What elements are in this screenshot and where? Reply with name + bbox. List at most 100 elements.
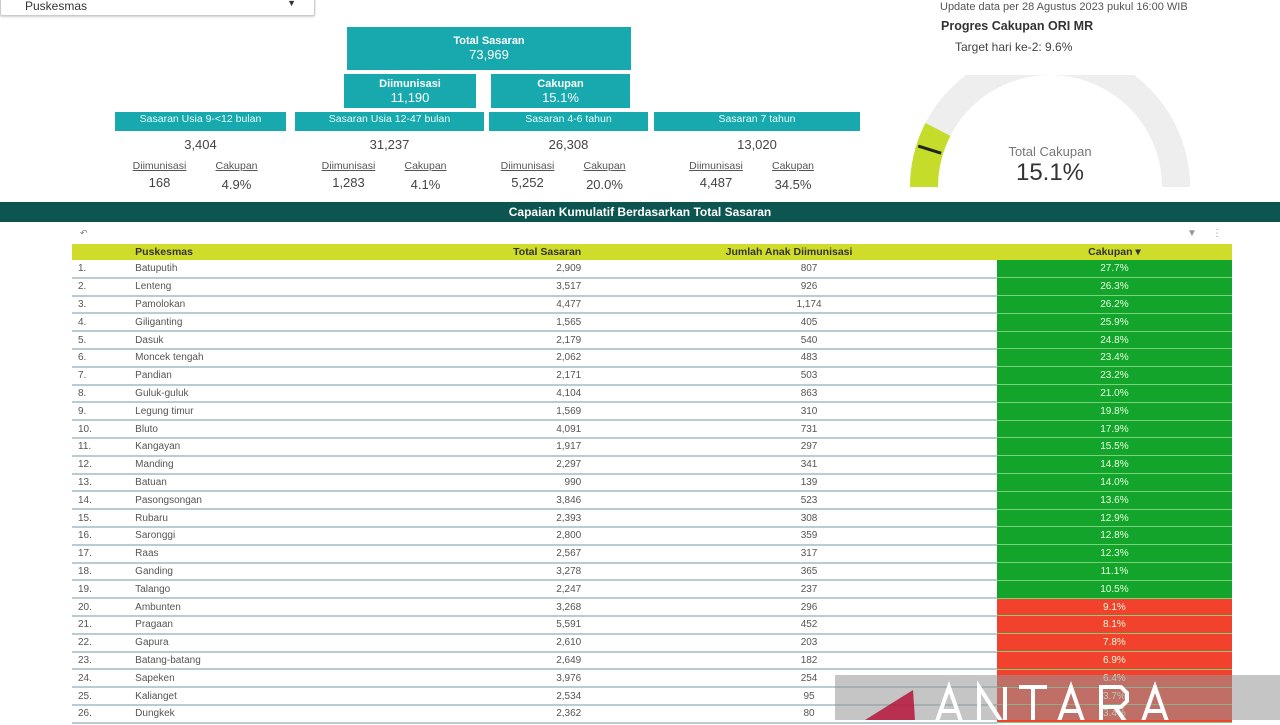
cakupan: 7.8% bbox=[996, 633, 1232, 653]
row-number: 17. bbox=[72, 544, 136, 564]
cakupan: 26.2% bbox=[996, 295, 1232, 314]
cakupan-label: Cakupan bbox=[215, 160, 258, 172]
puskesmas-name: Kangayan bbox=[135, 437, 363, 457]
cakupan: 23.2% bbox=[996, 366, 1232, 386]
table-row[interactable]: 14. Pasongsongan 3,846 523 13.6% bbox=[72, 491, 1232, 511]
cakupan-label: Cakupan bbox=[771, 160, 815, 172]
filter-icon[interactable]: ▼ bbox=[1187, 228, 1197, 239]
puskesmas-name: Bluto bbox=[135, 420, 363, 439]
jumlah-diimunisasi: 310 bbox=[581, 402, 997, 422]
total-sasaran: 5,591 bbox=[362, 615, 582, 635]
puskesmas-name: Pragaan bbox=[135, 615, 363, 635]
row-number: 13. bbox=[72, 473, 136, 493]
cakupan: 14.8% bbox=[996, 455, 1232, 475]
jumlah-diimunisasi: 863 bbox=[581, 384, 997, 404]
table-row[interactable]: 15. Rubaru 2,393 308 12.9% bbox=[72, 509, 1232, 528]
table-row[interactable]: 9. Legung timur 1,569 310 19.8% bbox=[72, 402, 1232, 422]
row-number: 11. bbox=[72, 437, 136, 457]
jumlah-diimunisasi: 203 bbox=[581, 633, 997, 653]
table-row[interactable]: 3. Pamolokan 4,477 1,174 26.2% bbox=[72, 295, 1232, 315]
jumlah-diimunisasi: 926 bbox=[581, 277, 997, 297]
total-sasaran: 2,909 bbox=[362, 260, 582, 279]
card-value: 15.1% bbox=[542, 90, 579, 105]
card-value: 11,190 bbox=[390, 90, 430, 105]
table-row[interactable]: 10. Bluto 4,091 731 17.9% bbox=[72, 420, 1232, 439]
cakupan-value: 4.1% bbox=[410, 177, 441, 192]
category-value: 3,404 bbox=[184, 137, 217, 152]
total-sasaran: 990 bbox=[362, 473, 582, 493]
puskesmas-name: Batang-batang bbox=[135, 651, 363, 671]
cakupan: 10.5% bbox=[996, 580, 1232, 599]
row-number: 18. bbox=[72, 562, 136, 582]
jumlah-diimunisasi: 807 bbox=[581, 260, 997, 279]
gauge-label: Total Cakupan bbox=[1008, 144, 1092, 159]
puskesmas-name: Kalianget bbox=[135, 687, 363, 706]
puskesmas-name: Manding bbox=[135, 455, 363, 475]
table-row[interactable]: 2. Lenteng 3,517 926 26.3% bbox=[72, 277, 1232, 297]
table-row[interactable]: 16. Saronggi 2,800 359 12.8% bbox=[72, 526, 1232, 546]
table-row[interactable]: 5. Dasuk 2,179 540 24.8% bbox=[72, 331, 1232, 350]
table-row[interactable]: 17. Raas 2,567 317 12.3% bbox=[72, 544, 1232, 564]
diimunisasi-label: Diimunisasi bbox=[321, 160, 376, 172]
table-row[interactable]: 4. Giliganting 1,565 405 25.9% bbox=[72, 313, 1232, 333]
more-options-icon[interactable]: ⋮ bbox=[1212, 228, 1222, 239]
table-row[interactable]: 13. Batuan 990 139 14.0% bbox=[72, 473, 1232, 493]
row-number: 2. bbox=[72, 277, 136, 297]
puskesmas-name: Gapura bbox=[135, 633, 363, 653]
gauge-fill bbox=[910, 123, 951, 188]
puskesmas-name: Batuan bbox=[135, 473, 363, 493]
cakupan: 19.8% bbox=[996, 402, 1232, 421]
sort-reset-icon[interactable]: ↶ bbox=[80, 228, 88, 238]
total-sasaran: 2,649 bbox=[362, 651, 582, 671]
cakupan-card: Cakupan 15.1% bbox=[491, 74, 630, 108]
jumlah-diimunisasi: 317 bbox=[581, 544, 997, 564]
total-sasaran: 2,534 bbox=[362, 687, 582, 706]
diimunisasi-label: Diimunisasi bbox=[689, 160, 743, 172]
table-row[interactable]: 18. Ganding 3,278 365 11.1% bbox=[72, 562, 1232, 582]
total-sasaran: 2,297 bbox=[362, 455, 582, 475]
card-value: 73,969 bbox=[469, 47, 509, 62]
diimunisasi-label: Diimunisasi bbox=[500, 160, 555, 172]
table-row[interactable]: 7. Pandian 2,171 503 23.2% bbox=[72, 366, 1232, 386]
cakupan: 12.3% bbox=[996, 544, 1232, 564]
table-row[interactable]: 1. Batuputih 2,909 807 27.7% bbox=[72, 260, 1232, 279]
table-row[interactable]: 6. Moncek tengah 2,062 483 23.4% bbox=[72, 348, 1232, 368]
table-row[interactable]: 20. Ambunten 3,268 296 9.1% bbox=[72, 598, 1232, 617]
cakupan: 23.4% bbox=[996, 348, 1232, 368]
category-value: 31,237 bbox=[369, 137, 410, 152]
category-header: Sasaran Usia 9-<12 bulan bbox=[115, 112, 286, 131]
total-sasaran: 2,062 bbox=[362, 348, 582, 368]
puskesmas-filter-dropdown[interactable]: Puskesmas ▼ bbox=[0, 0, 315, 16]
jumlah-diimunisasi: 139 bbox=[581, 473, 997, 493]
card-label: Diimunisasi bbox=[379, 78, 441, 90]
total-sasaran: 3,846 bbox=[362, 491, 582, 511]
cakupan: 25.9% bbox=[996, 313, 1232, 332]
table-row[interactable]: 21. Pragaan 5,591 452 8.1% bbox=[72, 615, 1232, 635]
jumlah-diimunisasi: 731 bbox=[581, 420, 997, 439]
table-row[interactable]: 8. Guluk-guluk 4,104 863 21.0% bbox=[72, 384, 1232, 404]
table-row[interactable]: 23. Batang-batang 2,649 182 6.9% bbox=[72, 651, 1232, 671]
jumlah-diimunisasi: 503 bbox=[581, 366, 997, 386]
table-row[interactable]: 19. Talango 2,247 237 10.5% bbox=[72, 580, 1232, 600]
gauge-value: 15.1% bbox=[1015, 159, 1085, 186]
category-value: 26,308 bbox=[548, 137, 589, 152]
table-row[interactable]: 11. Kangayan 1,917 297 15.5% bbox=[72, 437, 1232, 457]
cakupan: 12.9% bbox=[996, 509, 1232, 528]
cakupan-value: 20.0% bbox=[586, 177, 623, 192]
table-row[interactable]: 12. Manding 2,297 341 14.8% bbox=[72, 455, 1232, 475]
row-number: 4. bbox=[72, 313, 136, 333]
cakupan: 13.6% bbox=[996, 491, 1232, 510]
update-text: Update data per 28 Agustus 2023 pukul 16… bbox=[940, 1, 1188, 13]
jumlah-diimunisasi: 237 bbox=[581, 580, 997, 600]
antara-logo bbox=[865, 680, 1171, 725]
puskesmas-name: Ambunten bbox=[135, 598, 363, 617]
gauge-track bbox=[910, 75, 1190, 188]
column-header[interactable]: Cakupan ▾ bbox=[996, 244, 1232, 260]
cakupan: 17.9% bbox=[996, 420, 1232, 439]
row-number: 16. bbox=[72, 526, 136, 546]
jumlah-diimunisasi: 182 bbox=[581, 651, 997, 671]
table-row[interactable]: 22. Gapura 2,610 203 7.8% bbox=[72, 633, 1232, 653]
category-value: 13,020 bbox=[737, 137, 777, 152]
row-number: 8. bbox=[72, 384, 136, 404]
puskesmas-name: Pasongsongan bbox=[135, 491, 363, 511]
